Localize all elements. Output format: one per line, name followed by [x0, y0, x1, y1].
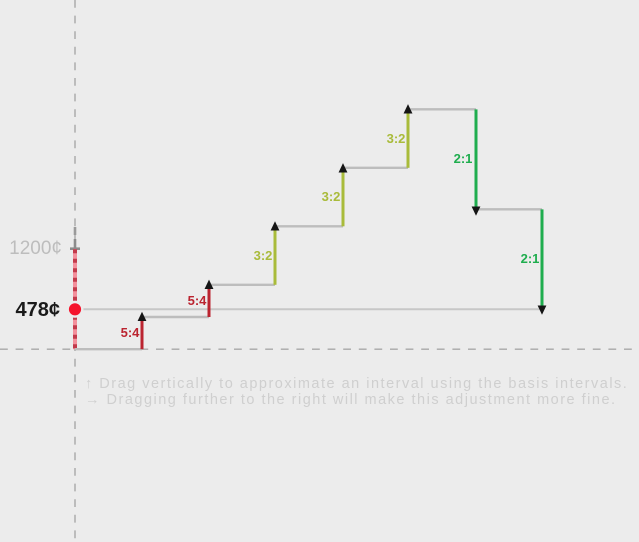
svg-text:478¢: 478¢ — [16, 299, 61, 321]
svg-text:5:4: 5:4 — [121, 325, 141, 340]
svg-text:↑ Drag vertically to approxima: ↑ Drag vertically to approximate an inte… — [85, 376, 628, 392]
svg-text:→ Dragging further to the righ: → Dragging further to the right will mak… — [85, 392, 617, 408]
svg-text:3:2: 3:2 — [387, 131, 406, 146]
svg-text:3:2: 3:2 — [254, 248, 273, 263]
svg-text:2:1: 2:1 — [454, 151, 473, 166]
svg-text:3:2: 3:2 — [322, 189, 341, 204]
svg-text:2:1: 2:1 — [521, 251, 540, 266]
svg-text:1200¢: 1200¢ — [9, 238, 62, 259]
svg-text:5:4: 5:4 — [188, 293, 208, 308]
